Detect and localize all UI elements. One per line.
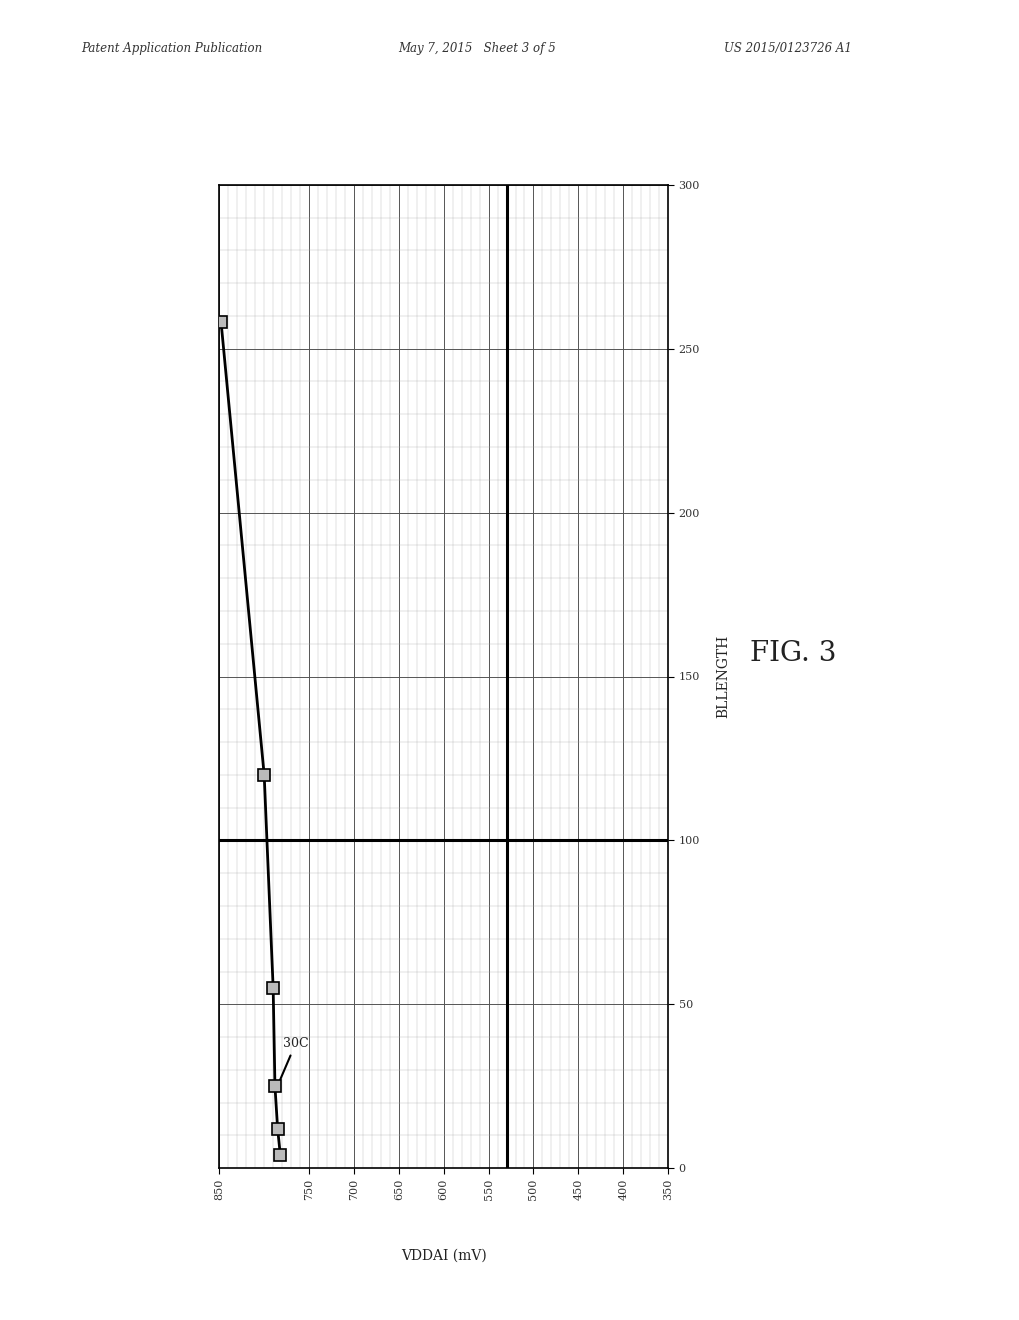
Text: US 2015/0123726 A1: US 2015/0123726 A1 bbox=[723, 42, 851, 55]
Text: 30C: 30C bbox=[274, 1038, 308, 1092]
Text: FIG. 3: FIG. 3 bbox=[749, 640, 836, 667]
Text: May 7, 2015   Sheet 3 of 5: May 7, 2015 Sheet 3 of 5 bbox=[397, 42, 555, 55]
Y-axis label: BLLENGTH: BLLENGTH bbox=[716, 635, 730, 718]
Text: Patent Application Publication: Patent Application Publication bbox=[82, 42, 263, 55]
X-axis label: VDDAI (mV): VDDAI (mV) bbox=[400, 1249, 486, 1263]
